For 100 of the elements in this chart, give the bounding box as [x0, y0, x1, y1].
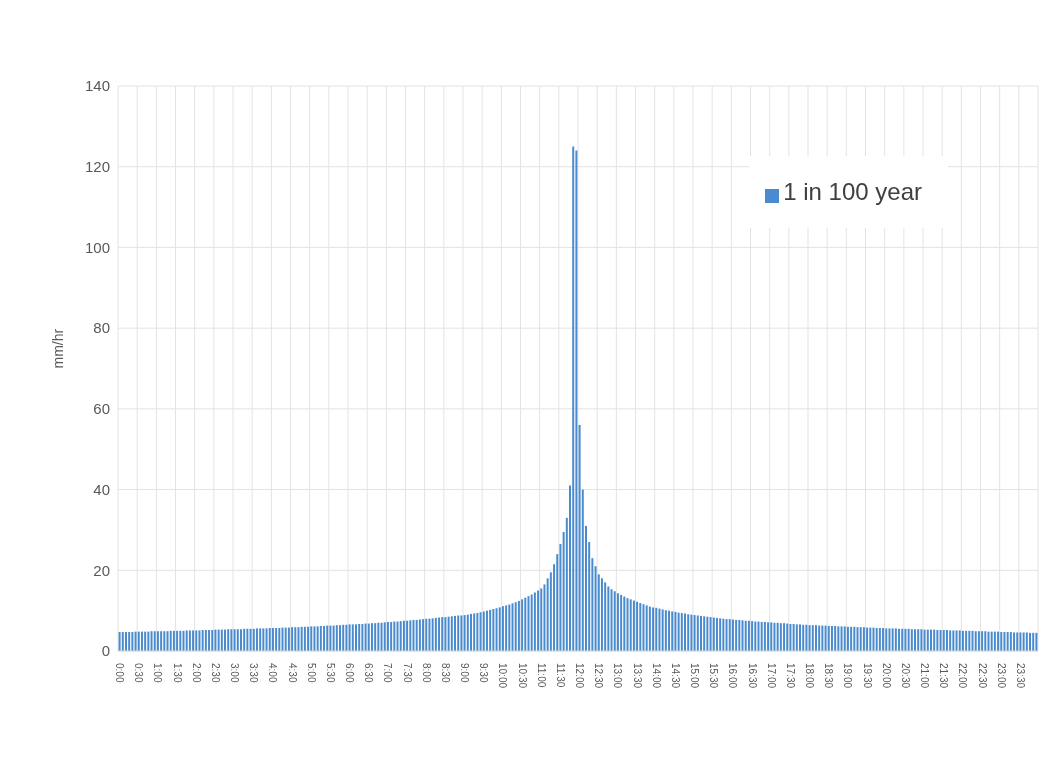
bar — [147, 631, 150, 651]
x-tick-label: 6:30 — [363, 663, 375, 683]
bar — [984, 631, 987, 651]
bar — [482, 611, 485, 651]
bar — [278, 628, 281, 651]
bar — [402, 620, 405, 651]
bar — [914, 629, 917, 651]
bar — [1019, 632, 1022, 651]
bar — [156, 631, 159, 651]
bar — [610, 589, 613, 651]
bar — [335, 625, 338, 651]
bar — [795, 624, 798, 651]
bar — [961, 630, 964, 651]
bar — [383, 622, 386, 651]
bar — [767, 622, 770, 651]
bar — [933, 629, 936, 651]
bar — [850, 626, 853, 651]
bar — [501, 606, 504, 651]
x-tick-label: 7:30 — [401, 663, 413, 683]
bar — [188, 630, 191, 651]
bar — [770, 622, 773, 651]
bar — [811, 625, 814, 651]
x-tick-label: 6:00 — [344, 663, 356, 683]
bar — [412, 619, 415, 651]
bar — [866, 627, 869, 651]
bar — [779, 623, 782, 651]
bar — [374, 623, 377, 651]
bar — [741, 620, 744, 651]
bar — [642, 604, 645, 651]
bar — [163, 631, 166, 651]
bar — [479, 612, 482, 651]
x-tick-label: 16:00 — [727, 663, 739, 689]
bar — [671, 611, 674, 651]
bar — [929, 629, 932, 651]
bar — [623, 596, 626, 651]
bar — [393, 621, 396, 651]
bar — [358, 623, 361, 651]
bar — [150, 631, 153, 651]
bar — [904, 628, 907, 651]
bar — [332, 625, 335, 651]
bar — [910, 629, 913, 651]
bar — [201, 630, 204, 651]
bar — [725, 619, 728, 651]
bar — [639, 602, 642, 651]
bar — [469, 613, 472, 651]
bar — [514, 602, 517, 651]
bar — [715, 617, 718, 651]
bar — [898, 628, 901, 651]
bar — [153, 631, 156, 651]
y-tick-label: 80 — [93, 319, 110, 337]
bar — [862, 627, 865, 651]
x-tick-label: 22:30 — [976, 663, 988, 689]
bar — [939, 630, 942, 651]
bar — [1035, 632, 1038, 651]
x-tick-label: 21:00 — [919, 663, 931, 689]
bar — [243, 628, 246, 651]
bar — [249, 628, 252, 651]
bar — [869, 627, 872, 651]
bar — [878, 628, 881, 651]
bar — [952, 630, 955, 651]
bar — [1013, 632, 1016, 651]
bar — [728, 619, 731, 651]
bar — [712, 617, 715, 651]
bar — [185, 630, 188, 651]
bar — [632, 600, 635, 651]
bar — [773, 622, 776, 651]
bar — [511, 603, 514, 651]
bar — [182, 630, 185, 651]
bar — [760, 621, 763, 651]
bar — [195, 630, 198, 651]
bar — [894, 628, 897, 651]
x-tick-label: 20:30 — [899, 663, 911, 689]
bar — [821, 625, 824, 651]
bar — [1025, 632, 1028, 651]
x-tick-label: 13:00 — [612, 663, 624, 689]
bar — [287, 627, 290, 651]
y-tick-label: 140 — [84, 77, 110, 95]
x-tick-label: 18:00 — [804, 663, 816, 689]
bar — [399, 621, 402, 651]
bar — [160, 631, 163, 651]
bar — [859, 627, 862, 651]
bar — [230, 629, 233, 651]
bar — [239, 629, 242, 651]
bar — [1003, 632, 1006, 651]
x-tick-label: 11:30 — [554, 663, 566, 688]
bar — [428, 618, 431, 651]
bar — [722, 618, 725, 651]
x-tick-label: 0:00 — [114, 663, 126, 683]
bar — [693, 615, 696, 651]
x-tick-label: 1:30 — [171, 663, 183, 683]
bar — [818, 625, 821, 651]
bar — [575, 150, 578, 651]
bar — [329, 625, 332, 651]
bar — [505, 605, 508, 651]
bar — [805, 624, 808, 651]
bar — [326, 625, 329, 651]
x-tick-label: 17:30 — [784, 663, 796, 689]
bar — [706, 616, 709, 651]
bar — [466, 614, 469, 651]
bar — [993, 631, 996, 651]
